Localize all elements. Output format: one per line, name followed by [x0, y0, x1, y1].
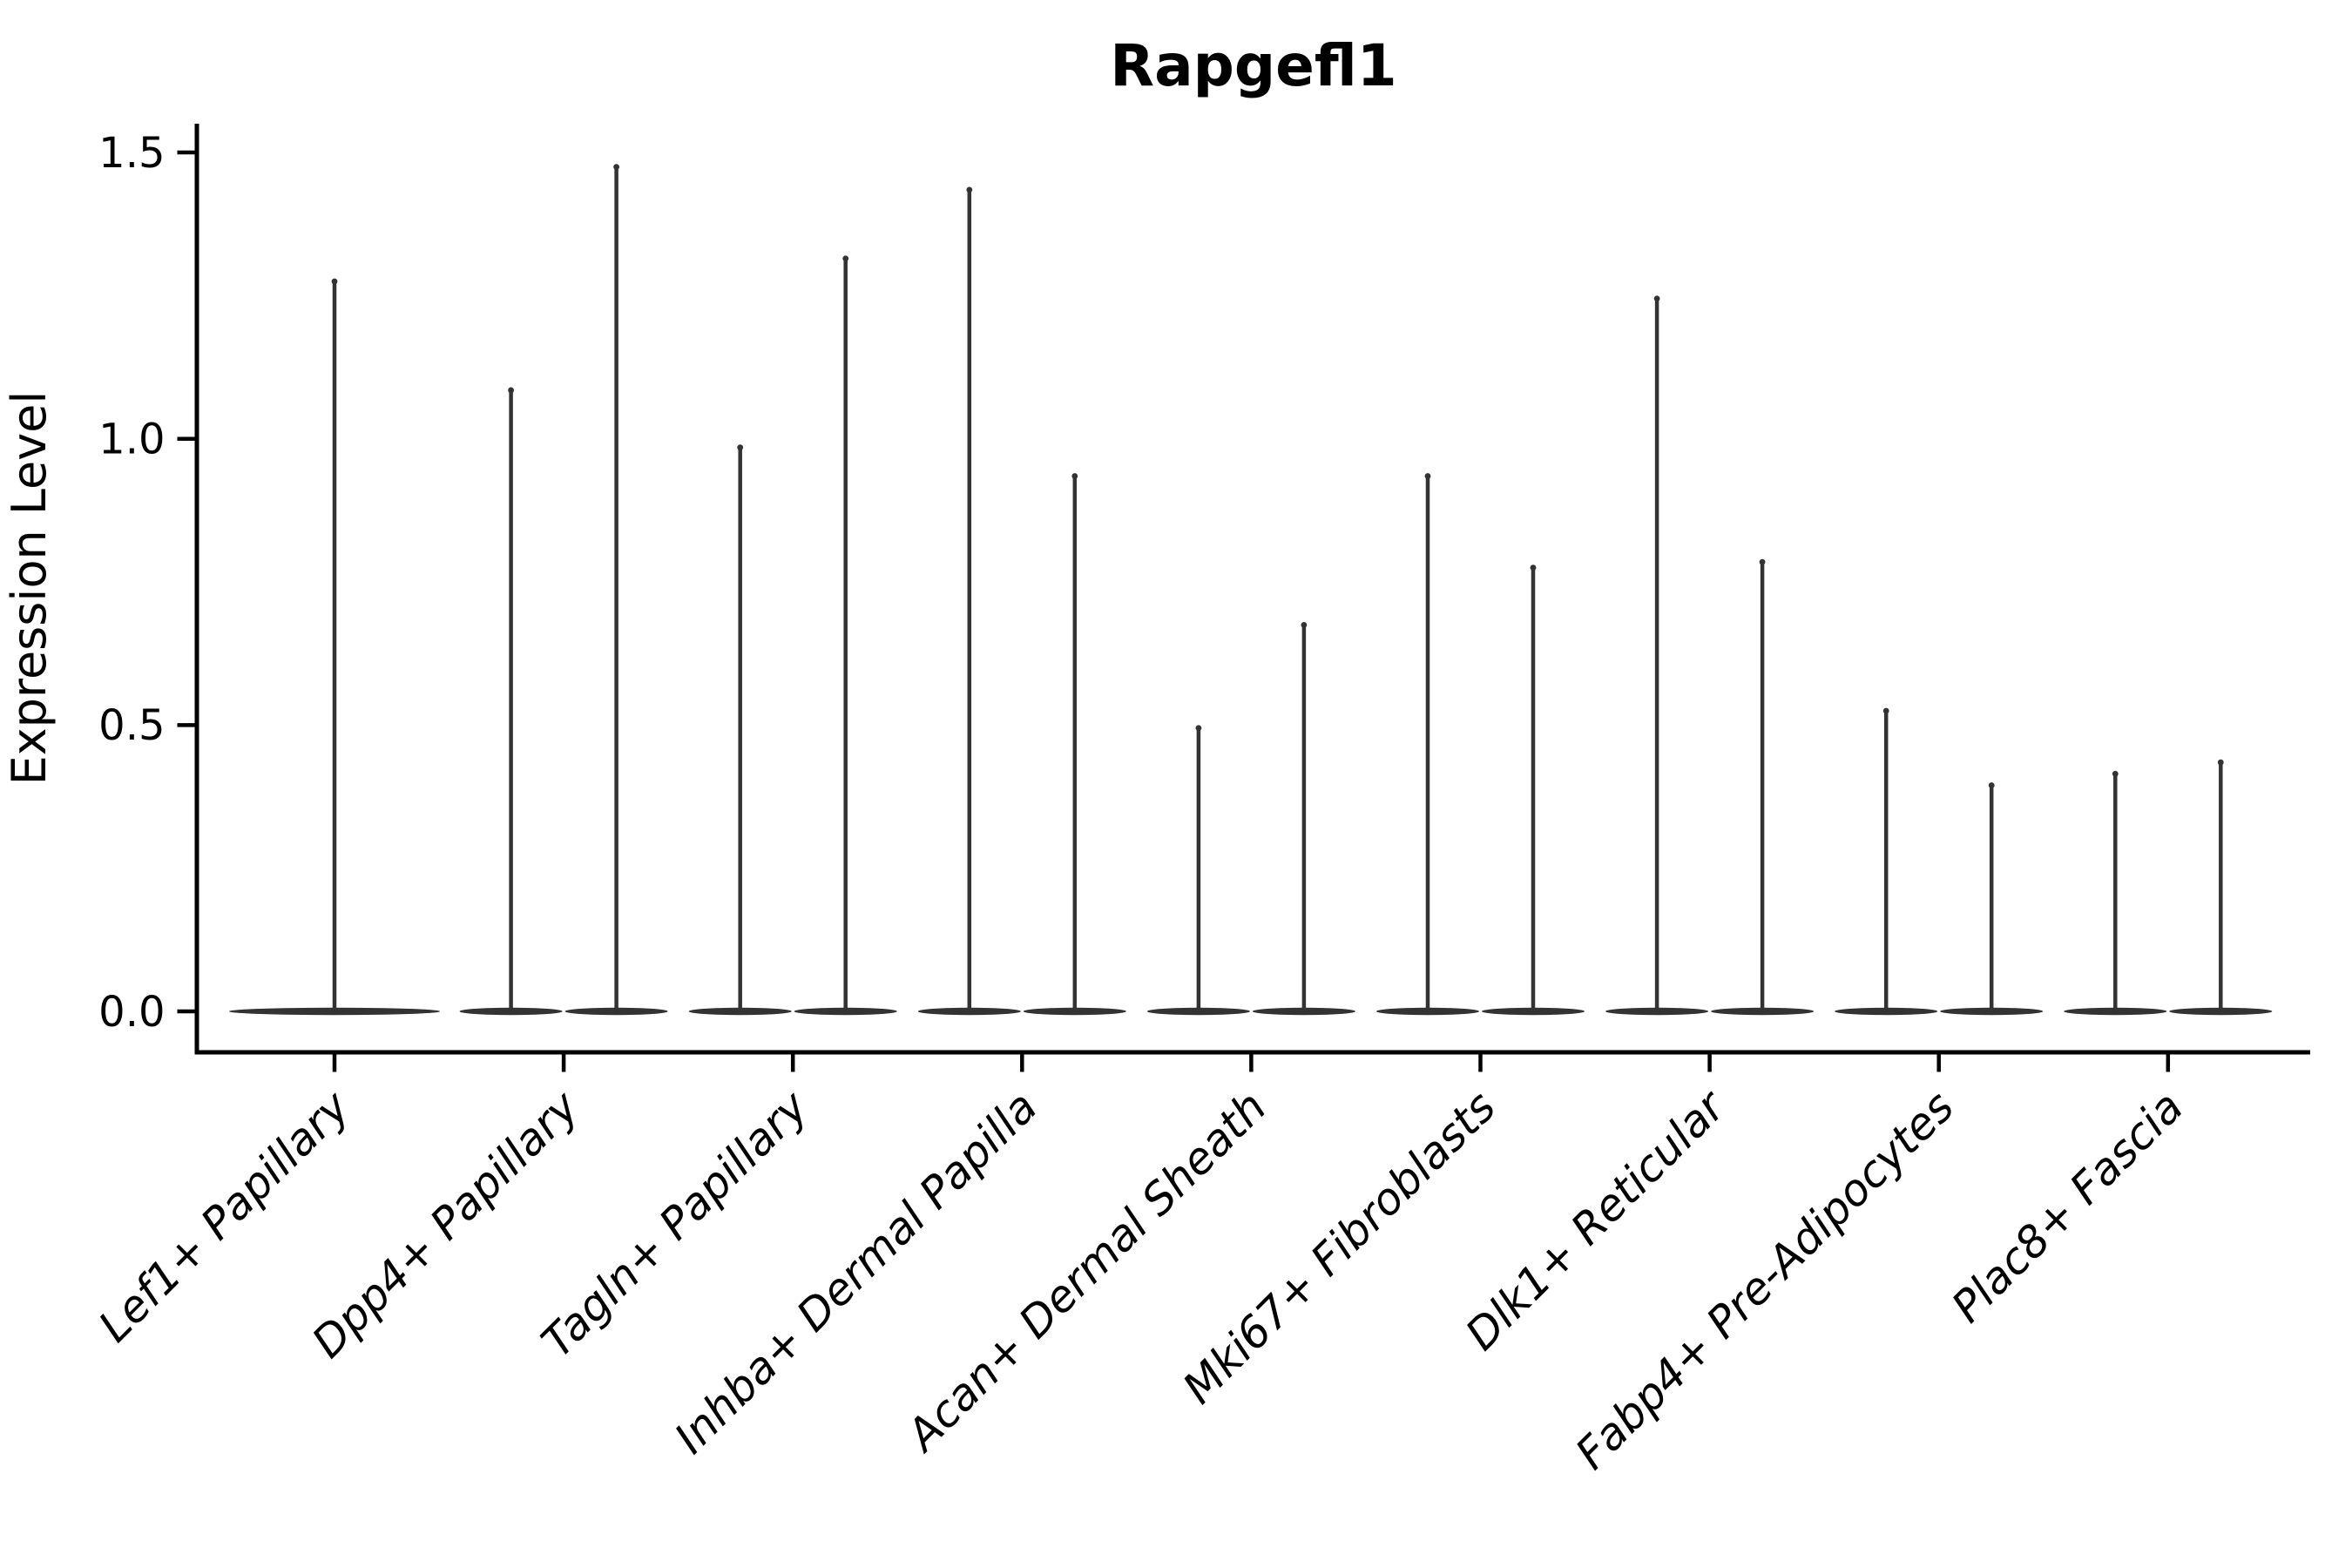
y-axis-title: Expression Level [2, 391, 57, 786]
violin-spike-top [842, 255, 849, 262]
violin-spike-top [1653, 295, 1660, 302]
x-tick-label: Plac8+ Fascia [1942, 1081, 2193, 1332]
x-tick-label: Inhba+ Dermal Papilla [665, 1081, 1046, 1463]
violin-group [917, 186, 1126, 1016]
y-tick-label: 1.5 [98, 129, 165, 178]
violin-group [1146, 622, 1355, 1016]
chart-title: Rapgefl1 [1110, 32, 1396, 99]
violin-spike-top [966, 186, 973, 193]
violin-group [229, 278, 440, 1016]
violin-group [1376, 473, 1585, 1016]
violin-group [459, 164, 668, 1016]
x-tick-label: Lef1+ Papillary [89, 1080, 360, 1351]
violin-spike-top [613, 164, 619, 170]
y-tick-label: 0.0 [98, 988, 165, 1037]
violin-spike-top [2112, 770, 2119, 777]
axes [194, 124, 2310, 1055]
violin-spike-top [508, 387, 514, 394]
violin-spike-top [1071, 473, 1078, 479]
violin-spike-top [331, 278, 338, 285]
y-tick-label: 1.0 [98, 416, 165, 464]
violin-spike-top [1195, 725, 1202, 732]
violin-group [2064, 759, 2273, 1016]
violin-group [1605, 295, 1815, 1016]
violin-spike-top [1759, 558, 1766, 565]
violin-spike-top [1530, 564, 1537, 571]
violin-spike-top [1301, 622, 1308, 628]
violin-group [688, 255, 897, 1016]
violin-spike-top [1424, 473, 1431, 479]
violin-spike-top [1882, 707, 1889, 714]
violin-spike-top [737, 444, 744, 451]
violin-group [1835, 707, 2044, 1016]
violins [229, 164, 2273, 1016]
x-tick-label: Acan+ Dermal Sheath [896, 1081, 1276, 1462]
violin-spike-top [1988, 782, 1995, 788]
y-axis-ticks: 0.0 0.5 1.0 1.5 [98, 129, 195, 1037]
y-tick-label: 0.5 [98, 701, 165, 750]
x-tick-label: Fabp4+ Pre-Adipocytes [1566, 1081, 1964, 1479]
violin-spike-top [2217, 759, 2224, 766]
